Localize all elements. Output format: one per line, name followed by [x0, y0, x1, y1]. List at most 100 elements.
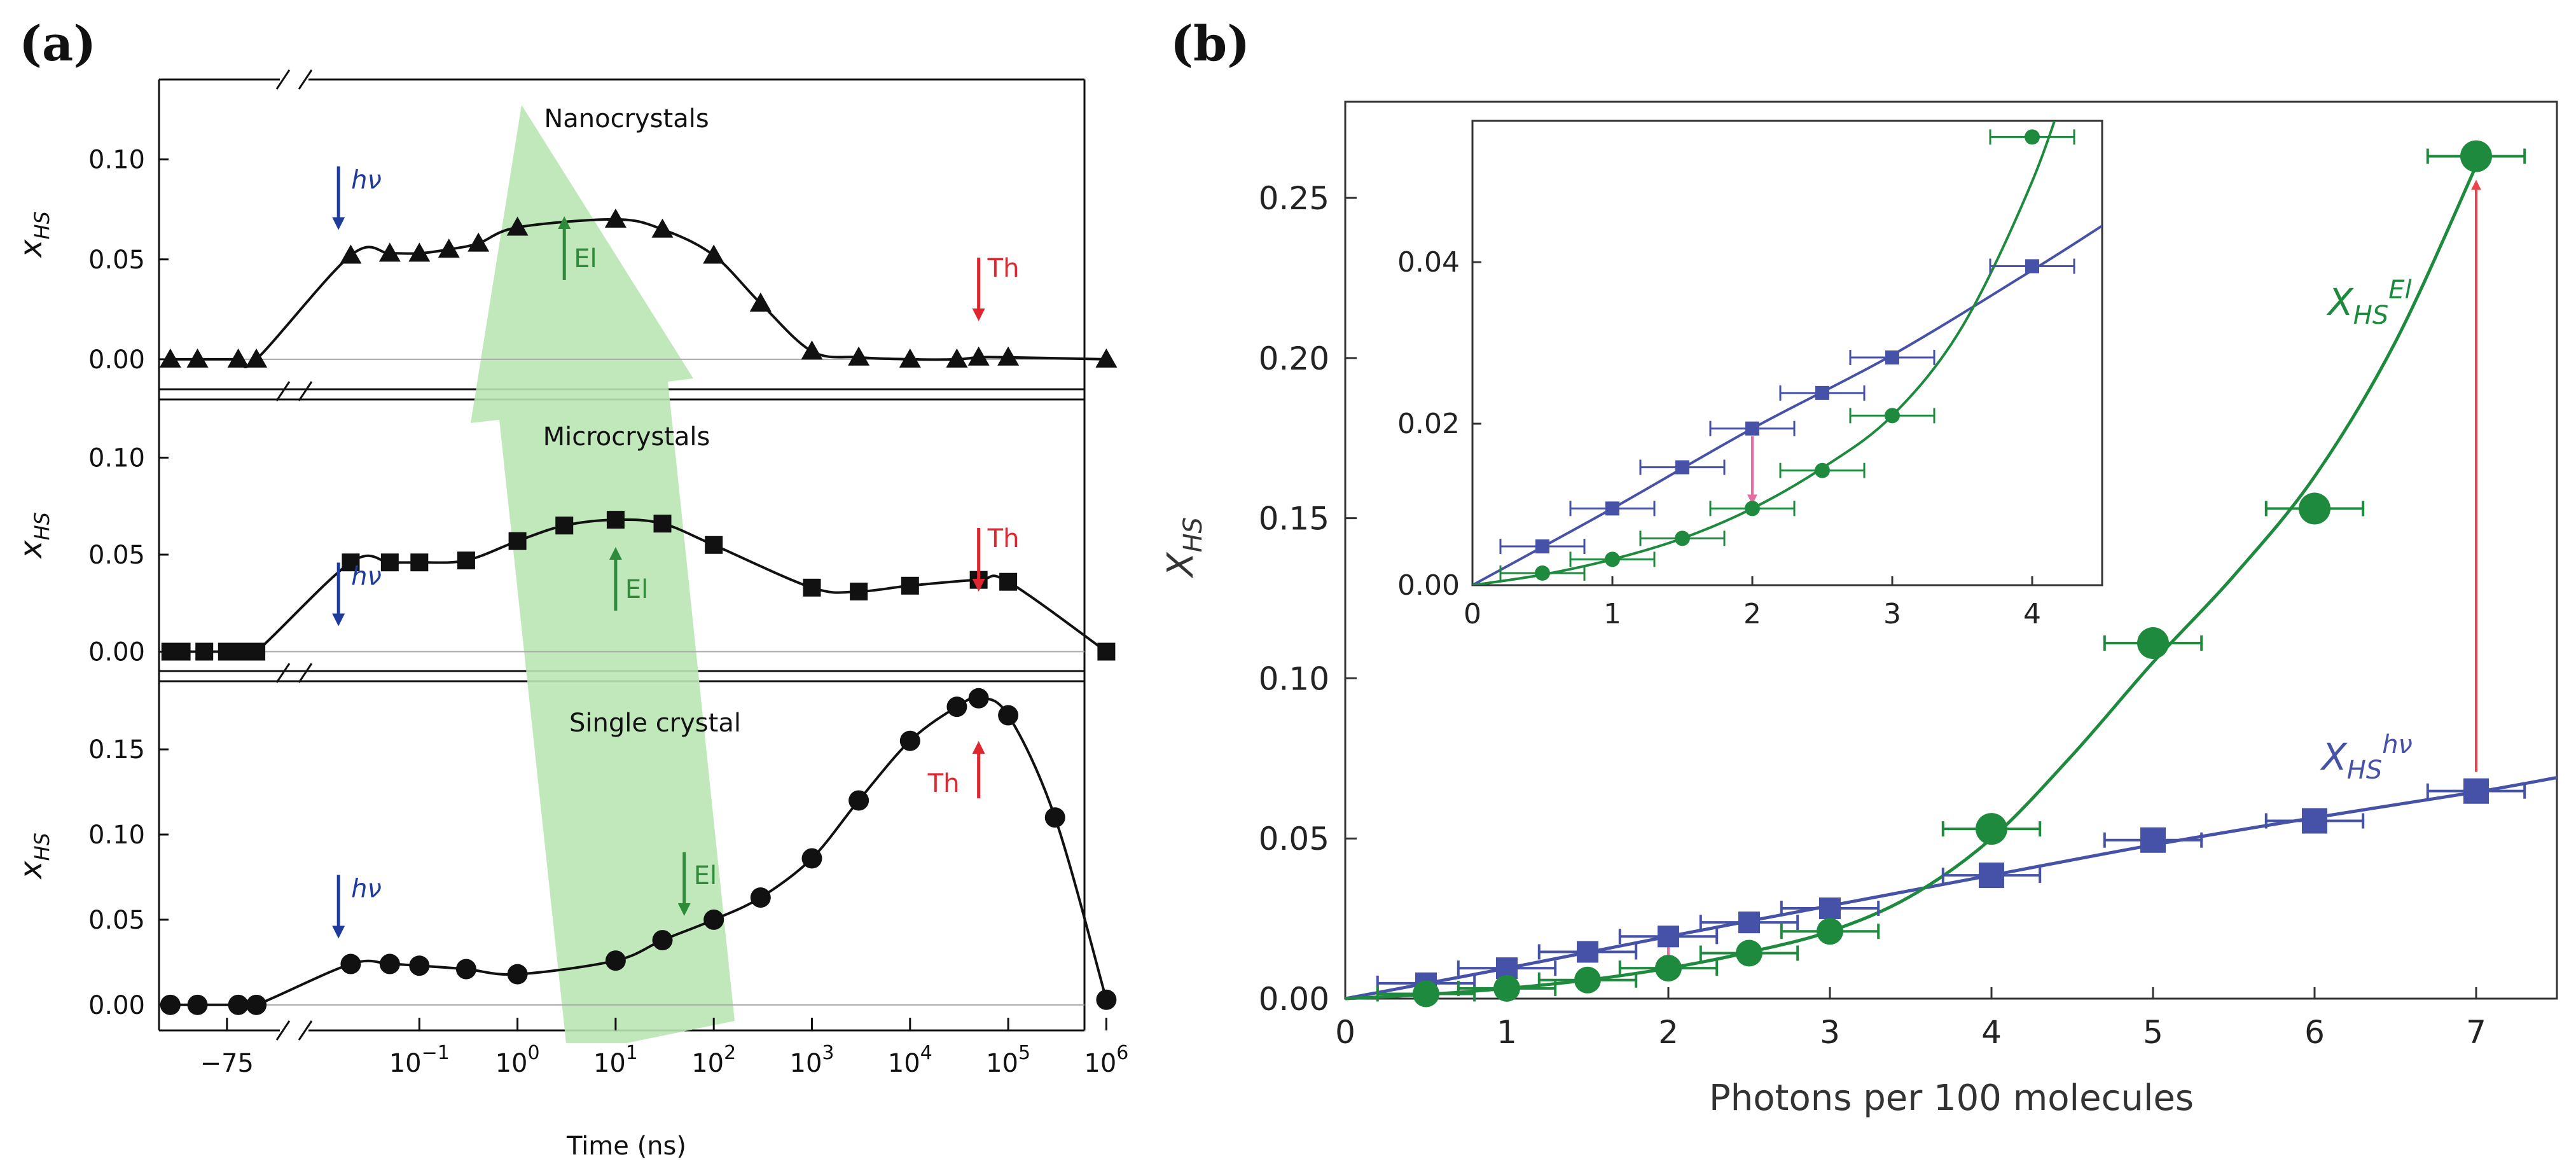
series-hv-label-main: X: [2320, 735, 2348, 779]
y-tick-label: 0.00: [88, 345, 145, 375]
x-tick-label: 1: [1497, 1014, 1517, 1051]
el-label: El: [694, 861, 717, 890]
y-tick-label: 0.10: [88, 146, 145, 175]
x-tick-base: 10: [495, 1049, 528, 1078]
panel-b-x-title: Photons per 100 molecules: [1709, 1077, 2194, 1119]
data-point: [380, 553, 399, 572]
series-hv-point: [1577, 941, 1598, 963]
data-point: [506, 216, 529, 236]
series-el-point: [2137, 627, 2169, 660]
break-mark: [298, 1020, 313, 1041]
data-point: [186, 348, 209, 368]
y-axis-label-main: x: [13, 239, 49, 259]
series-hv-point: [2302, 808, 2327, 834]
x-tick-label: 0: [1335, 1014, 1355, 1051]
inset-series-el-point: [2025, 129, 2040, 145]
data-point: [801, 340, 823, 360]
y-axis-label-sub: HS: [30, 512, 54, 540]
x-tick-exp: 6: [1116, 1042, 1128, 1064]
inset-x-tick-label: 3: [1883, 598, 1901, 630]
panel-b-plot: [1345, 140, 2558, 1008]
y-axis-label-main: x: [13, 861, 49, 880]
data-point: [218, 642, 236, 661]
data-point: [651, 218, 674, 238]
y-tick-label: 0.25: [1259, 180, 1329, 217]
data-point: [997, 346, 1020, 366]
x-tick-label: 2: [1658, 1014, 1679, 1051]
inset-series-hv-point: [1675, 460, 1689, 475]
x-tick-label: 103: [790, 1042, 834, 1078]
data-point: [703, 909, 724, 930]
data-point: [705, 536, 723, 554]
series-hv-label-sub: HS: [2347, 756, 2382, 785]
inset-y-tick-label: 0.00: [1397, 569, 1460, 602]
data-point: [848, 346, 870, 366]
data-point: [467, 232, 490, 252]
data-point: [801, 848, 822, 869]
panel-a-x-ticks: −75 10−1 100 101 102 103 104 105 106: [200, 1018, 1128, 1078]
data-point: [850, 582, 868, 600]
y-tick-label: 0.05: [88, 246, 145, 275]
x-tick-label: 7: [2466, 1014, 2486, 1051]
y-axis-label: xHS: [13, 833, 54, 880]
data-point: [606, 511, 625, 529]
x-tick-base: 10: [691, 1049, 724, 1078]
data-point: [848, 790, 869, 811]
series-el-point: [1736, 939, 1762, 967]
data-point: [172, 642, 191, 661]
data-point: [410, 553, 429, 572]
panel-a-label: (a): [19, 15, 96, 72]
series-el-point: [2299, 492, 2330, 525]
series-hv-point: [1658, 925, 1679, 948]
x-tick-label: 104: [888, 1042, 932, 1078]
x-tick-base: 10: [389, 1049, 422, 1078]
x-tick-exp: −1: [422, 1042, 450, 1064]
data-point: [246, 994, 267, 1015]
x-tick-exp: 2: [724, 1042, 736, 1064]
x-tick-label: 102: [691, 1042, 736, 1078]
x-tick-base: −75: [200, 1049, 254, 1078]
x-tick-base: 10: [986, 1049, 1018, 1078]
x-tick-label: 3: [1820, 1014, 1840, 1051]
break-mark: [298, 381, 313, 401]
series-hv-point: [1819, 897, 1841, 919]
th-label: Th: [987, 254, 1020, 283]
data-point: [246, 348, 268, 368]
y-tick-label: 0.15: [1259, 501, 1329, 537]
el-progression-arrow: [471, 105, 735, 1043]
subplot-title: Microcrystals: [543, 422, 710, 452]
x-tick-exp: 5: [1018, 1042, 1030, 1064]
y-tick-label: 0.10: [88, 444, 145, 473]
data-point: [159, 348, 181, 368]
data-point: [378, 242, 401, 262]
panel-b-y-title-sub: HS: [1179, 517, 1208, 552]
data-point: [409, 955, 430, 976]
subplot-nanocrystals: 0.00 0.05 0.10 xHS Nanocrystals hν El Th: [13, 104, 1118, 375]
data-point: [604, 208, 627, 228]
inset-series-el-point: [1605, 551, 1620, 567]
data-point: [508, 532, 527, 550]
break-mark: [275, 69, 291, 90]
data-point: [1044, 807, 1065, 828]
subplot-microcrystals: 0.00 0.05 0.10 xHS Microcrystals hν El Th: [13, 422, 1116, 667]
subplot-single-crystal: 0.00 0.05 0.10 0.15 xHS Single crystal hν El Th: [13, 688, 1117, 1020]
x-tick-label: 5: [2143, 1014, 2163, 1051]
data-point: [750, 887, 771, 908]
y-tick-label: 0.00: [88, 991, 145, 1020]
data-point: [901, 576, 919, 595]
panel-b-y-title-main: X: [1160, 551, 1201, 579]
y-tick-label: 0.20: [1259, 340, 1329, 377]
y-tick-label: 0.05: [1259, 821, 1329, 857]
subplot-title: Single crystal: [569, 709, 741, 738]
data-point: [1095, 348, 1118, 368]
hv-label: hν: [351, 562, 382, 592]
data-point: [652, 930, 673, 951]
series-el-label-sub: HS: [2353, 301, 2388, 330]
y-axis-label: xHS: [13, 512, 54, 560]
x-tick-label: 105: [986, 1042, 1030, 1078]
y-axis-label-sub: HS: [30, 211, 54, 239]
axis-break-marks: [275, 69, 313, 1041]
data-point: [749, 292, 772, 312]
el-label: El: [574, 244, 597, 274]
